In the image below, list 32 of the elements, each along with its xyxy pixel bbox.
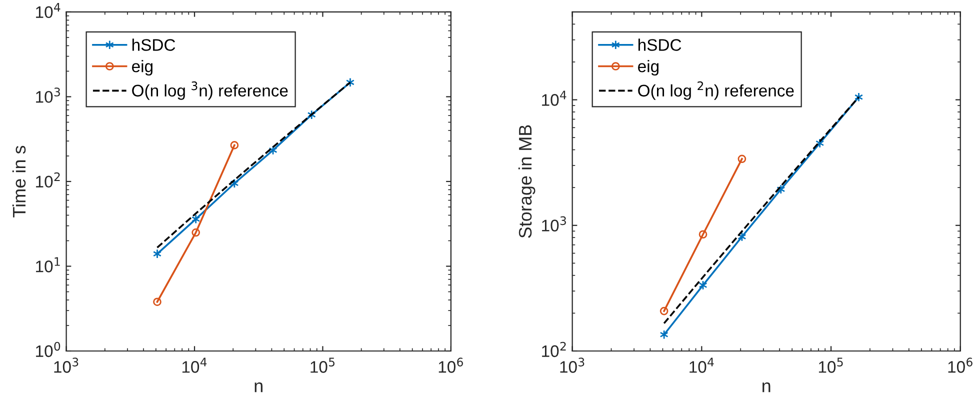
legend-label: eig (132, 60, 152, 76)
x-tick-label: 10$^{3}$ (54, 358, 78, 373)
point (153, 298, 162, 306)
point (230, 141, 239, 150)
legend-label: hSDC (638, 38, 682, 51)
y-tick-label: 10$^{3}$ (36, 88, 60, 103)
x-tick-label: 10$^{5}$ (310, 358, 334, 373)
y-axis-title: Time in s (12, 146, 26, 218)
legend-label: hSDC (132, 38, 176, 51)
x-tick-label: 10$^{3}$ (560, 358, 584, 373)
legend-label: O(n log $^{2}$n) reference (638, 81, 794, 100)
x-tick-label: 10$^{5}$ (818, 358, 843, 373)
x-tick-label: 10$^{4}$ (182, 358, 207, 373)
y-axis-title: Storage in MB (518, 125, 536, 238)
x-tick-label: 10$^{4}$ (690, 358, 714, 373)
y-tick-label: 10$^{4}$ (36, 3, 60, 18)
point (660, 306, 668, 316)
point (698, 230, 708, 239)
y-tick-label: 10$^{2}$ (542, 342, 566, 358)
x-tick-label: 10$^{6}$ (438, 358, 463, 373)
y-tick-label: 10$^{2}$ (36, 172, 60, 188)
legend-label: O(n log $^{3}$n) reference (132, 81, 288, 100)
y-tick-label: 10$^{1}$ (36, 257, 60, 272)
x-axis-title: n (762, 382, 770, 392)
x-tick-label: 10$^{6}$ (948, 358, 972, 373)
y-tick-label: 10$^{4}$ (542, 90, 566, 106)
point (738, 154, 746, 164)
point (192, 228, 200, 237)
legend-label: eig (638, 60, 658, 76)
y-tick-label: 10$^{0}$ (36, 342, 60, 358)
x-axis-title: n (254, 382, 262, 392)
y-tick-label: 10$^{3}$ (542, 216, 566, 232)
